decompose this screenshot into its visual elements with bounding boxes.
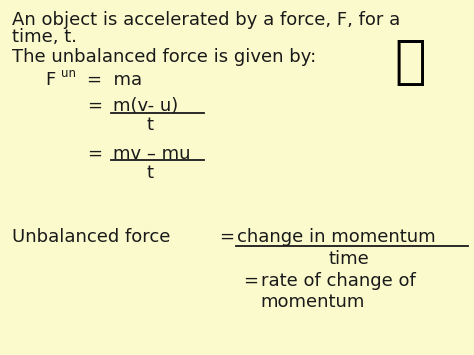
Text: un: un: [61, 67, 76, 81]
Text: =: =: [219, 228, 235, 246]
Text: time, t.: time, t.: [12, 28, 77, 47]
Text: =  ma: = ma: [87, 71, 142, 89]
Text: m(v- u): m(v- u): [113, 97, 178, 115]
Text: 📝: 📝: [394, 36, 426, 87]
Text: =: =: [243, 272, 258, 290]
Text: t: t: [146, 164, 153, 182]
Text: Unbalanced force: Unbalanced force: [12, 228, 170, 246]
Text: =: =: [87, 97, 102, 115]
Text: momentum: momentum: [261, 293, 365, 311]
Text: mv – mu: mv – mu: [113, 145, 191, 163]
Text: t: t: [146, 116, 153, 134]
Text: F: F: [45, 71, 55, 89]
Text: =: =: [87, 145, 102, 163]
Text: An object is accelerated by a force, F, for a: An object is accelerated by a force, F, …: [12, 11, 400, 29]
Text: rate of change of: rate of change of: [261, 272, 415, 290]
Text: time: time: [328, 250, 369, 268]
Text: The unbalanced force is given by:: The unbalanced force is given by:: [12, 48, 316, 66]
Text: change in momentum: change in momentum: [237, 228, 436, 246]
